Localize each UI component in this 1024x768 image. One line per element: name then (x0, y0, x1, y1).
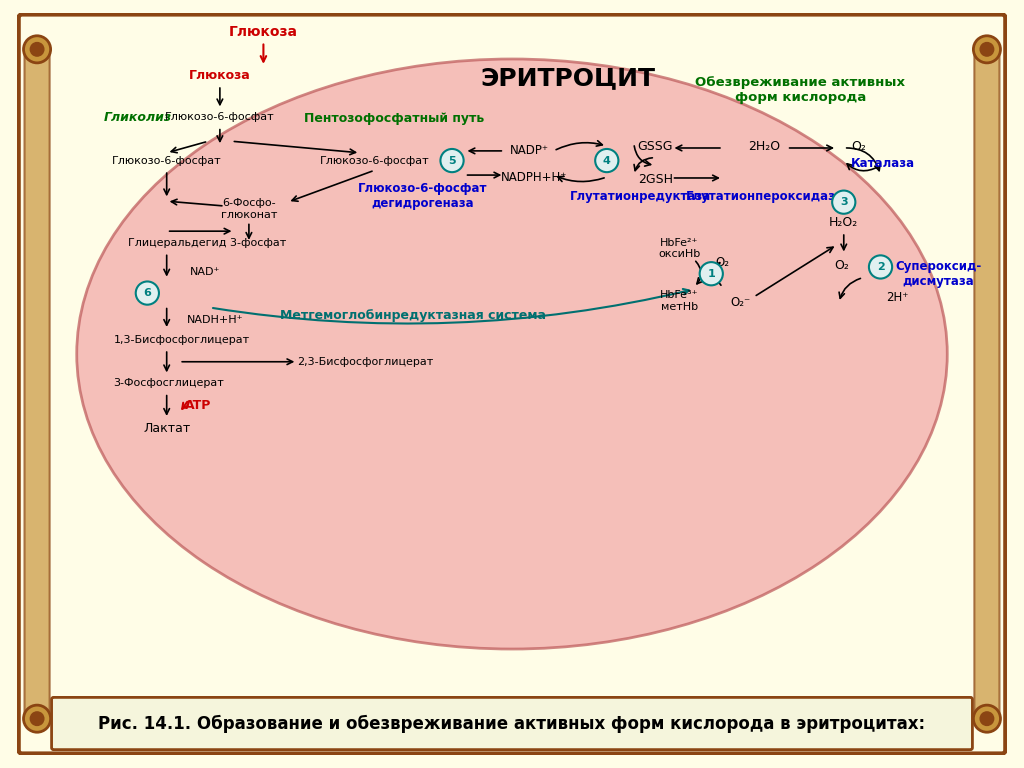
FancyBboxPatch shape (51, 697, 973, 750)
Text: Рис. 14.1. Образование и обезвреживание активных форм кислорода в эритроцитах:: Рис. 14.1. Образование и обезвреживание … (98, 714, 926, 733)
Text: 2H⁺: 2H⁺ (886, 291, 908, 304)
Circle shape (440, 149, 464, 172)
Text: O₂: O₂ (835, 259, 849, 272)
Text: Глюкозо-6-фосфат: Глюкозо-6-фосфат (112, 156, 221, 166)
Text: Глутатионпероксидаза: Глутатионпероксидаза (685, 190, 844, 203)
Circle shape (980, 712, 993, 726)
Text: NAD⁺: NAD⁺ (190, 266, 220, 276)
Text: NADPH+H⁺: NADPH+H⁺ (501, 171, 567, 184)
Text: Гликолиз: Гликолиз (103, 111, 172, 124)
Text: Глюкоза: Глюкоза (229, 25, 298, 39)
Text: Глюкозо-6-фосфат: Глюкозо-6-фосфат (165, 112, 274, 122)
Text: O₂⁻: O₂⁻ (730, 296, 751, 310)
Text: Глицеральдегид 3-фосфат: Глицеральдегид 3-фосфат (128, 238, 287, 248)
Text: 2,3-Бисфосфоглицерат: 2,3-Бисфосфоглицерат (297, 357, 433, 367)
Text: 2H₂O: 2H₂O (749, 140, 780, 153)
Text: 5: 5 (449, 156, 456, 166)
FancyBboxPatch shape (975, 48, 999, 719)
Circle shape (595, 149, 618, 172)
Text: O₂: O₂ (851, 140, 865, 153)
Text: 6: 6 (143, 288, 152, 298)
Text: HbFe³⁺
метHb: HbFe³⁺ метHb (660, 290, 698, 312)
Text: Глюкозо-6-фосфат: Глюкозо-6-фосфат (319, 156, 429, 166)
Text: Глюкоза: Глюкоза (189, 69, 251, 82)
Text: 3-Фосфосглицерат: 3-Фосфосглицерат (114, 378, 224, 388)
Text: HbFe²⁺
оксиHb: HbFe²⁺ оксиHb (658, 238, 700, 260)
FancyBboxPatch shape (25, 48, 49, 719)
Text: 6-Фосфо-
глюконат: 6-Фосфо- глюконат (221, 198, 278, 220)
Circle shape (699, 262, 723, 286)
Text: H₂O₂: H₂O₂ (829, 216, 858, 229)
Circle shape (833, 190, 855, 214)
Text: ЭРИТРОЦИТ: ЭРИТРОЦИТ (480, 66, 655, 91)
Text: Каталаза: Каталаза (850, 157, 914, 170)
Text: NADH+H⁺: NADH+H⁺ (186, 315, 244, 325)
FancyBboxPatch shape (18, 15, 1006, 753)
Text: Глюкозо-6-фосфат
дегидрогеназа: Глюкозо-6-фосфат дегидрогеназа (358, 182, 487, 210)
Text: 4: 4 (603, 156, 610, 166)
Circle shape (31, 42, 44, 56)
Text: Обезвреживание активных
форм кислорода: Обезвреживание активных форм кислорода (695, 76, 905, 104)
Text: ATP: ATP (185, 399, 212, 412)
Circle shape (869, 255, 892, 279)
Circle shape (136, 281, 159, 305)
Text: Пентозофосфатный путь: Пентозофосфатный путь (304, 112, 484, 125)
Text: Лактат: Лактат (143, 422, 190, 435)
Circle shape (24, 705, 50, 732)
Text: 2: 2 (877, 262, 885, 272)
Circle shape (980, 42, 993, 56)
Circle shape (24, 36, 50, 63)
Text: GSSG: GSSG (637, 140, 673, 153)
Text: Глутатионредуктаза: Глутатионредуктаза (570, 190, 712, 203)
Text: 1: 1 (708, 269, 715, 279)
Text: 3: 3 (840, 197, 848, 207)
Circle shape (974, 36, 1000, 63)
Text: 1,3-Бисфосфоглицерат: 1,3-Бисфосфоглицерат (114, 335, 250, 345)
Circle shape (974, 705, 1000, 732)
Text: 2GSH: 2GSH (638, 174, 673, 187)
Text: Метгемоглобинредуктазная система: Метгемоглобинредуктазная система (281, 309, 547, 322)
Ellipse shape (77, 59, 947, 649)
Text: O₂: O₂ (716, 256, 730, 269)
Text: Супероксид-
дисмутаза: Супероксид- дисмутаза (895, 260, 982, 288)
Circle shape (31, 712, 44, 726)
Text: NADP⁺: NADP⁺ (510, 144, 549, 157)
